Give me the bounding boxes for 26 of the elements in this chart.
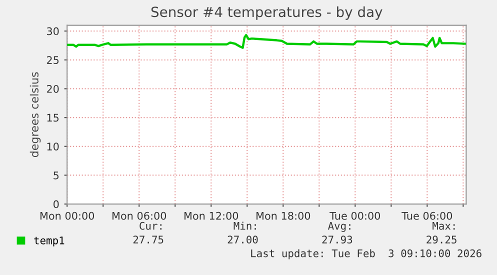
text: 29.25 <box>426 236 456 244</box>
x-tick-label: Tue 06:00 <box>402 212 452 220</box>
y-tick-label: 5 <box>54 172 59 180</box>
text: Min: <box>234 222 256 230</box>
text: Max: <box>432 222 455 230</box>
text: 27.00 <box>228 236 258 244</box>
y-tick-label: 10 <box>47 142 59 150</box>
text: Avg: <box>328 222 350 232</box>
text: Cur: <box>140 222 162 230</box>
y-tick-label: 15 <box>47 114 59 122</box>
y-tick-label: 20 <box>46 84 59 93</box>
text: Last update: Tue Feb 3 09:10:00 2026 <box>251 249 482 260</box>
x-tick-label: Mon 12:00 <box>184 212 238 220</box>
legend-label: temp1 <box>34 236 64 246</box>
chart-title: Sensor #4 temperatures - by day <box>151 6 382 20</box>
x-tick-label: Mon 18:00 <box>256 212 310 220</box>
y-tick-label: 0 <box>54 200 59 208</box>
text: 27.93 <box>322 236 352 244</box>
y-tick-label: 25 <box>46 56 59 64</box>
y-tick-label: 30 <box>46 27 59 36</box>
line-series <box>67 34 466 49</box>
x-tick-label: Mon 00:00 <box>40 212 94 220</box>
y-axis-title: degrees celsius <box>30 72 41 158</box>
x-tick-label: Mon 06:00 <box>112 212 166 220</box>
text: 27.75 <box>133 236 164 244</box>
x-tick-label: Tue 00:00 <box>330 212 380 220</box>
